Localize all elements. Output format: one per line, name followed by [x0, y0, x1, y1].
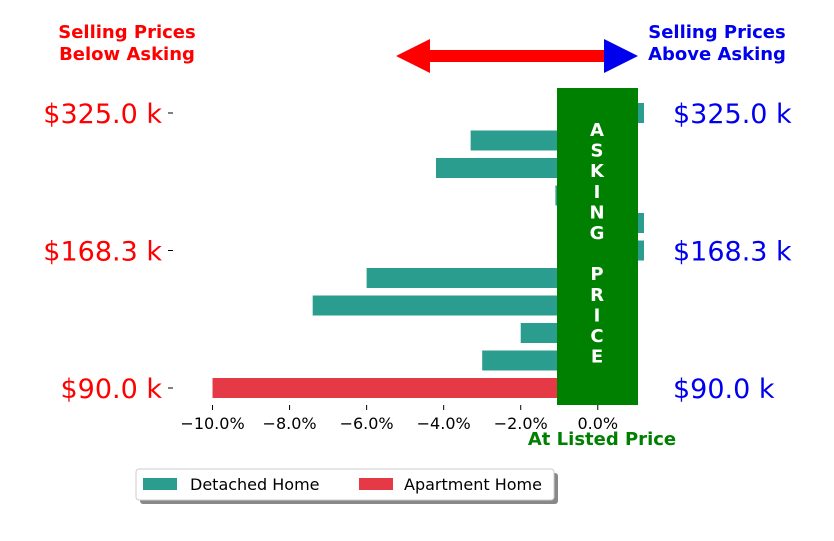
x-tick-label: −8.0% [263, 414, 317, 433]
y-tick-label-left: $168.3 k [43, 237, 162, 268]
asking-letter: I [594, 305, 601, 326]
legend-swatch-detached [143, 478, 177, 490]
legend-label-apartment: Apartment Home [404, 475, 542, 494]
arrow-head-right [604, 39, 638, 73]
asking-letter: A [590, 120, 604, 141]
above-asking-label-line2: Above Asking [648, 44, 786, 65]
asking-letter: K [590, 161, 605, 182]
below-asking-label-line2: Below Asking [59, 44, 195, 65]
above-asking-label-line1: Selling Prices [648, 22, 785, 43]
legend-swatch-apartment [359, 478, 393, 490]
asking-letter: I [594, 182, 601, 203]
y-tick-label-right: $325.0 k [673, 99, 792, 130]
x-tick-label: −6.0% [340, 414, 394, 433]
y-tick-label-left: $90.0 k [60, 374, 162, 405]
asking-letter: G [590, 223, 605, 244]
bar-apartment-10 [212, 378, 598, 398]
y-tick-label-left: $325.0 k [43, 99, 162, 130]
asking-price-band [557, 88, 638, 405]
y-tick-label-right: $168.3 k [673, 237, 792, 268]
asking-letter: P [590, 264, 603, 285]
x-tick-label: −4.0% [417, 414, 471, 433]
x-tick-label: 0.0% [577, 414, 618, 433]
y-ticks-layer: $325.0 k $325.0 k $168.3 k $168.3 k $90.0 k $… [43, 99, 792, 405]
legend: Detached Home Apartment Home [135, 468, 558, 504]
x-tick-label: −2.0% [494, 414, 548, 433]
asking-letter: C [590, 326, 603, 347]
below-asking-label-line1: Selling Prices [58, 22, 195, 43]
asking-letter: R [590, 285, 604, 306]
x-tick-label: −10.0% [180, 414, 244, 433]
asking-letter: S [591, 141, 604, 162]
asking-letter: E [591, 347, 603, 368]
x-axis-label: At Listed Price [528, 429, 676, 450]
x-ticks-layer: −10.0% −8.0% −6.0% −4.0% −2.0% 0.0% [180, 405, 618, 433]
legend-box [135, 468, 555, 501]
legend-label-detached: Detached Home [190, 475, 320, 494]
y-tick-label-right: $90.0 k [673, 374, 775, 405]
direction-arrow [396, 39, 638, 73]
bar-detached-6 [366, 268, 598, 288]
asking-letter: N [589, 202, 604, 223]
bar-detached-7 [312, 295, 598, 316]
arrow-shaft-red [428, 50, 608, 62]
arrow-head-left [396, 39, 430, 73]
